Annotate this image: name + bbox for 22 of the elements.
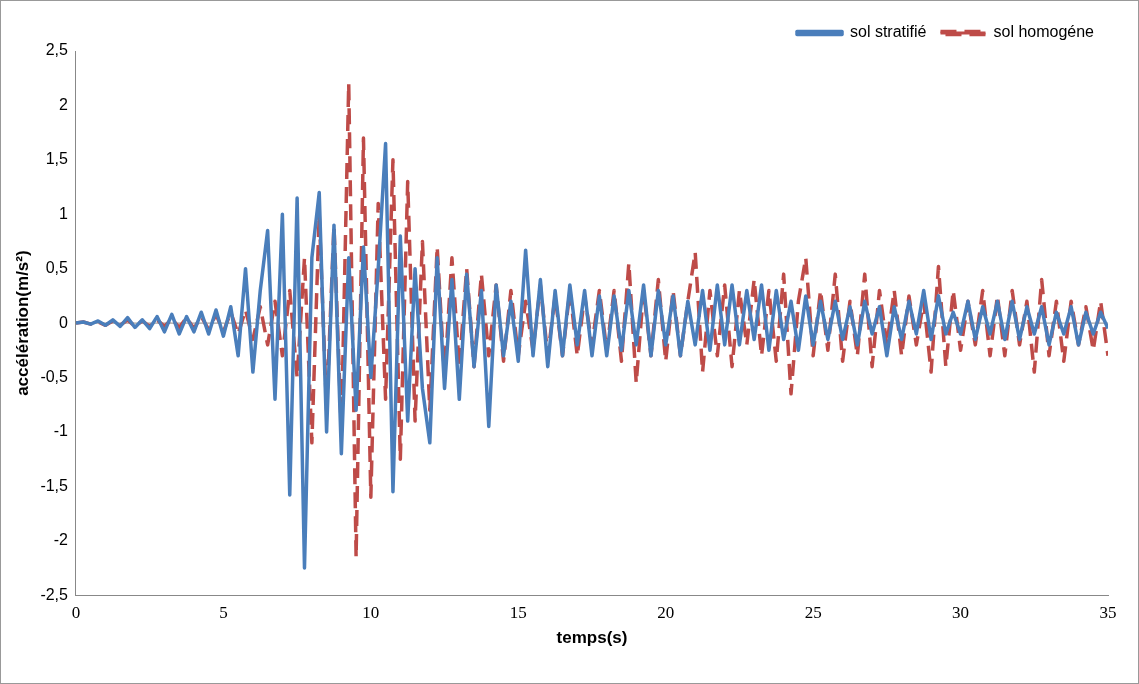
x-tick-label: 5 — [219, 602, 228, 622]
y-tick-label: -2 — [53, 531, 69, 549]
legend-label: sol stratifié — [850, 23, 927, 41]
y-tick-label: 2,5 — [45, 41, 69, 59]
y-tick-label: 0 — [59, 313, 69, 331]
x-tick-label: 20 — [657, 602, 675, 622]
x-axis-title: temps(s) — [556, 628, 628, 648]
y-tick-label: 2 — [59, 95, 69, 113]
x-tick-label: 15 — [509, 602, 527, 622]
y-tick-label: 1,5 — [45, 150, 69, 168]
y-tick-label: -0,5 — [40, 367, 69, 385]
x-tick-label: 25 — [804, 602, 822, 622]
x-tick-label: 30 — [952, 602, 970, 622]
y-tick-label: -1 — [53, 422, 69, 440]
x-tick-label: 10 — [362, 602, 380, 622]
y-tick-label: 0,5 — [45, 259, 69, 277]
y-tick-label: 1 — [59, 204, 69, 222]
legend-label: sol homogéne — [993, 23, 1095, 41]
y-axis-title: accélération(m/s²) — [12, 250, 32, 396]
y-tick-label: -2,5 — [40, 585, 69, 603]
x-tick-label: 35 — [1099, 602, 1117, 622]
y-tick-label: -1,5 — [40, 476, 69, 494]
